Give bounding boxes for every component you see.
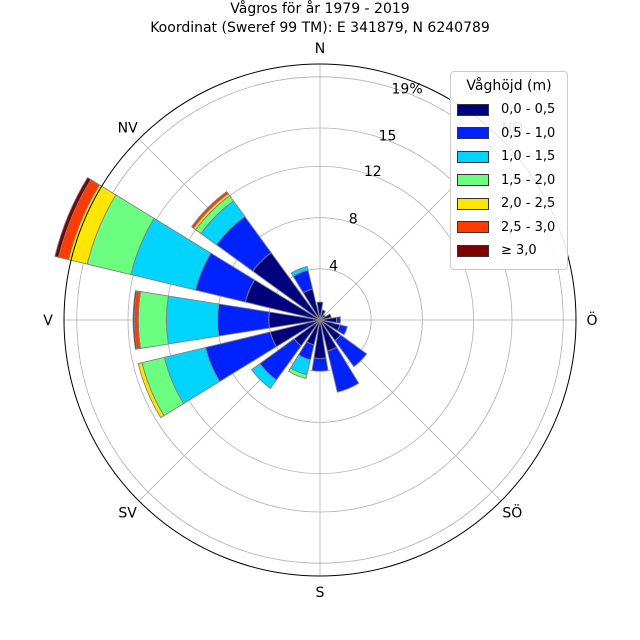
polar-frame <box>63 63 577 577</box>
rose-bar-dir315-bin5 <box>190 190 229 229</box>
direction-label-6: V <box>43 313 53 329</box>
rose-bars <box>54 176 368 419</box>
legend-entry-6: ≥ 3,0 <box>451 239 567 263</box>
rose-bar-dir337.5-bin2 <box>290 265 309 277</box>
legend: Våghöjd (m) 0,0 - 0,5 0,5 - 1,0 1,0 - 1,5 1… <box>450 71 568 270</box>
polar-outer-circle <box>63 63 577 577</box>
rose-bar-dir157.5-bin1 <box>326 346 360 393</box>
rose-bar-dir90-bin1 <box>335 316 341 324</box>
legend-swatch-3 <box>457 174 489 187</box>
radial-tick-label-1: 8 <box>349 211 358 227</box>
legend-label-2: 1,0 - 1,5 <box>501 149 556 165</box>
chart-title: Vågros för år 1979 - 2019 <box>230 1 410 17</box>
chart-subtitle: Koordinat (Sweref 99 TM): E 341879, N 62… <box>150 20 490 36</box>
legend-swatch-4 <box>457 197 489 210</box>
legend-entry-1: 0,5 - 1,0 <box>451 122 567 146</box>
legend-label-6: ≥ 3,0 <box>501 243 537 259</box>
rose-bar-dir225-bin2 <box>251 363 277 389</box>
direction-label-0: N <box>315 41 325 57</box>
legend-entry-2: 1,0 - 1,5 <box>451 145 567 169</box>
legend-label-1: 0,5 - 1,0 <box>501 125 556 141</box>
legend-swatch-1 <box>457 127 489 140</box>
legend-swatch-2 <box>457 150 489 163</box>
rose-bar-dir67.5-bin0 <box>319 313 332 321</box>
legend-label-0: 0,0 - 0,5 <box>501 102 556 118</box>
radial-tick-label-2: 12 <box>364 164 382 180</box>
legend-label-5: 2,5 - 3,0 <box>501 219 556 235</box>
legend-swatch-6 <box>457 244 489 257</box>
legend-swatch-0 <box>457 103 489 116</box>
direction-label-2: Ö <box>586 311 597 329</box>
legend-entries: 0,0 - 0,5 0,5 - 1,0 1,0 - 1,5 1,5 - 2,0 2,0 … <box>451 98 567 263</box>
rose-bar-dir180-bin1 <box>311 357 329 372</box>
polar-labels: NNOÖSÖSSVVNV48121519% <box>43 41 597 601</box>
direction-label-3: SÖ <box>502 503 522 521</box>
legend-entry-4: 2,0 - 2,5 <box>451 192 567 216</box>
legend-label-4: 2,0 - 2,5 <box>501 196 556 212</box>
legend-entry-5: 2,5 - 3,0 <box>451 216 567 240</box>
direction-label-7: NV <box>118 121 138 137</box>
rose-bar-dir270-bin1 <box>217 303 270 337</box>
rose-bar-dir135-bin1 <box>334 334 368 368</box>
legend-entry-0: 0,0 - 0,5 <box>451 98 567 122</box>
rose-bar-dir270-bin3 <box>137 291 169 349</box>
direction-label-4: S <box>316 585 325 601</box>
radial-tick-label-3: 15 <box>379 129 397 145</box>
rose-bar-dir292.5-bin6 <box>54 176 92 258</box>
rose-bar-dir247.5-bin4 <box>137 362 165 419</box>
rose-bar-dir0-bin0 <box>316 301 324 321</box>
rose-bar-dir270-bin2 <box>166 295 220 345</box>
legend-swatch-5 <box>457 221 489 234</box>
rose-bar-dir112.5-bin1 <box>336 324 348 336</box>
rose-bar-dir270-bin6 <box>132 290 138 350</box>
rose-bar-dir202.5-bin3 <box>287 367 308 380</box>
radial-tick-label-4: 19% <box>392 81 423 97</box>
legend-entry-3: 1,5 - 2,0 <box>451 169 567 193</box>
radial-tick-label-0: 4 <box>329 259 338 275</box>
legend-label-3: 1,5 - 2,0 <box>501 172 556 188</box>
legend-title: Våghöjd (m) <box>466 78 552 94</box>
direction-label-5: SV <box>118 505 137 521</box>
